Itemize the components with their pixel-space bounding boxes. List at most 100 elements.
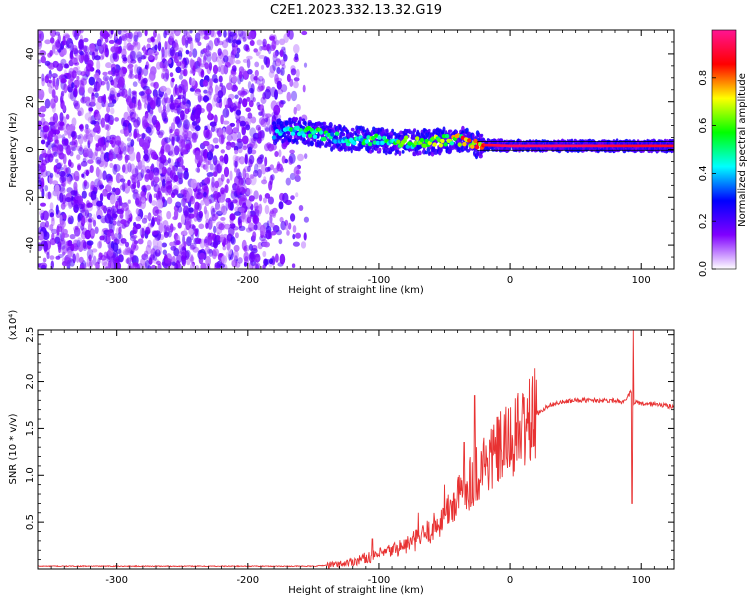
heatmap-cell	[367, 141, 373, 147]
heatmap-cell	[190, 68, 195, 74]
y-tick-label: 1.0	[25, 467, 36, 483]
heatmap-cell	[181, 35, 186, 46]
heatmap-cell	[89, 129, 96, 138]
heatmap-cell	[115, 256, 119, 265]
heatmap-cell	[109, 162, 114, 168]
heatmap-cell	[424, 150, 429, 155]
heatmap-cell	[153, 51, 159, 56]
heatmap-cell	[73, 170, 80, 182]
heatmap-cell	[44, 185, 49, 192]
heatmap-cell	[44, 75, 49, 84]
heatmap-cell	[61, 134, 66, 142]
y-tick-label: 20	[25, 95, 36, 108]
heatmap-cell	[377, 135, 382, 140]
heatmap-cell	[99, 235, 105, 241]
heatmap-cell	[118, 91, 123, 97]
heatmap-cell	[350, 127, 355, 132]
heatmap-cell	[178, 85, 183, 94]
heatmap-cell	[75, 135, 82, 140]
heatmap-cell	[38, 59, 42, 64]
heatmap-cell	[279, 49, 284, 58]
heatmap-cell	[375, 140, 381, 146]
heatmap-cell	[131, 183, 136, 193]
heatmap-cell	[261, 45, 268, 51]
heatmap-cell	[131, 173, 138, 185]
heatmap-cell	[63, 48, 67, 56]
heatmap-cell	[272, 60, 277, 72]
heatmap-cell	[350, 147, 353, 154]
heatmap-cell	[136, 180, 141, 189]
heatmap-cell	[85, 169, 90, 177]
heatmap-cell	[309, 140, 314, 147]
heatmap-cell	[114, 187, 121, 196]
heatmap-cell	[236, 121, 240, 132]
heatmap-cell	[94, 148, 99, 157]
heatmap-cell	[90, 229, 96, 237]
heatmap-cell	[312, 134, 318, 139]
heatmap-cell	[155, 249, 161, 257]
heatmap-cell	[245, 107, 251, 112]
heatmap-cell	[234, 149, 239, 155]
heatmap-cell	[570, 138, 574, 144]
heatmap-cell	[87, 140, 91, 146]
heatmap-cell	[210, 126, 216, 133]
heatmap-cell	[267, 196, 274, 205]
heatmap-cell	[254, 163, 259, 174]
heatmap-cell	[123, 126, 129, 137]
heatmap-cell	[176, 254, 182, 264]
heatmap-cell	[188, 50, 193, 58]
heatmap-cell	[160, 185, 167, 192]
heatmap-cell	[48, 79, 52, 84]
heatmap-cell	[83, 37, 89, 43]
snr-scale-label: (x10⁴)	[8, 310, 19, 341]
heatmap-cell	[190, 242, 197, 250]
heatmap-cell	[194, 228, 199, 237]
heatmap-cell	[205, 162, 209, 173]
heatmap-cell	[197, 188, 201, 196]
heatmap-cell	[303, 216, 309, 223]
heatmap-cell	[137, 238, 144, 245]
heatmap-cell	[119, 184, 125, 191]
heatmap-cell	[38, 38, 42, 47]
heatmap-cell	[147, 222, 152, 233]
heatmap-cell	[129, 250, 134, 260]
heatmap-cell	[151, 230, 159, 236]
heatmap-cell	[112, 220, 117, 226]
heatmap-cell	[231, 254, 237, 265]
heatmap-cell	[286, 230, 290, 236]
heatmap-cell	[166, 197, 173, 205]
heatmap-cell	[205, 50, 212, 57]
heatmap-cell	[136, 137, 141, 142]
heatmap-cell	[200, 262, 207, 269]
heatmap-cell	[99, 193, 104, 202]
heatmap-cell	[214, 144, 219, 149]
heatmap-cell	[209, 215, 217, 224]
heatmap-cell	[263, 197, 267, 204]
heatmap-cell	[52, 76, 56, 87]
snr-panel: -300 -200 -100 0 100 0.5 1.0 1.5 2.0 2.5 Height o…	[8, 310, 675, 596]
heatmap-cell	[106, 231, 111, 238]
heatmap-cell	[136, 106, 142, 111]
heatmap-cell	[121, 54, 127, 60]
heatmap-cell	[269, 258, 273, 265]
heatmap-cell	[203, 35, 210, 40]
heatmap-cell	[206, 103, 213, 112]
heatmap-cell	[166, 103, 171, 113]
heatmap-cell	[99, 184, 105, 189]
heatmap-cell	[178, 74, 183, 80]
heatmap-cell	[173, 145, 180, 156]
heatmap-cell	[284, 199, 292, 206]
heatmap-cell	[132, 81, 138, 87]
heatmap-cell	[441, 134, 447, 139]
heatmap-cell	[55, 134, 63, 139]
heatmap-cell	[133, 244, 139, 251]
heatmap-cell	[91, 248, 98, 253]
heatmap-cell	[341, 132, 346, 137]
heatmap-cell	[253, 224, 258, 231]
heatmap-cell	[461, 130, 465, 134]
heatmap-cell	[164, 87, 172, 96]
heatmap-cell	[474, 145, 480, 150]
heatmap-cell	[364, 139, 370, 144]
heatmap-cell	[229, 74, 233, 85]
heatmap-cell	[84, 136, 91, 142]
